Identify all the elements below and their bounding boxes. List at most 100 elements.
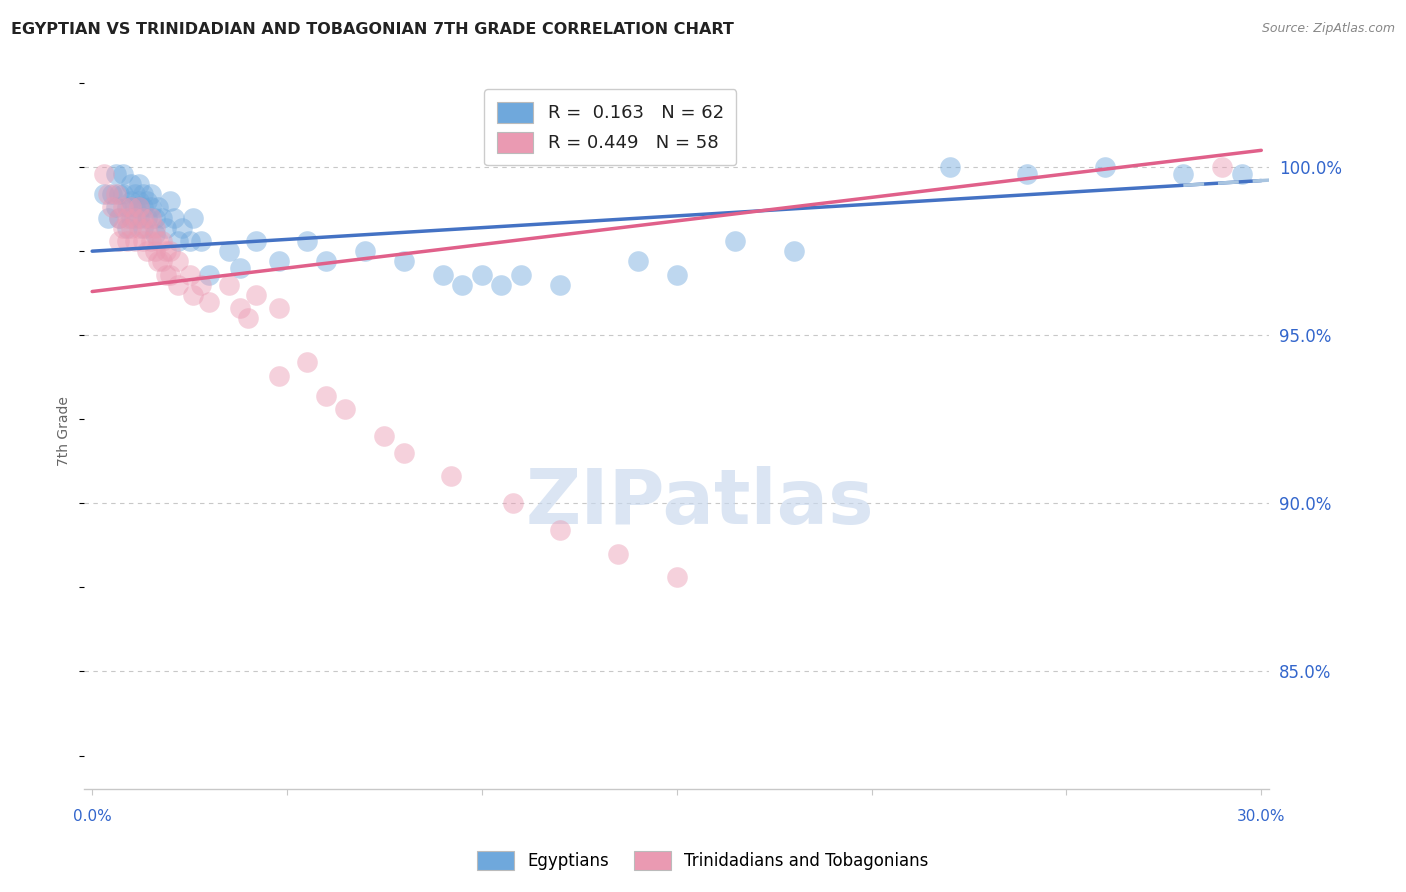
Point <box>128 177 150 191</box>
Point <box>183 211 205 225</box>
Point <box>128 201 150 215</box>
Legend: R =  0.163   N = 62, R = 0.449   N = 58: R = 0.163 N = 62, R = 0.449 N = 58 <box>484 89 737 165</box>
Point <box>159 268 181 282</box>
Point <box>183 288 205 302</box>
Point <box>104 201 127 215</box>
Point <box>115 201 138 215</box>
Point <box>782 244 804 259</box>
Point <box>245 234 267 248</box>
Point <box>104 187 127 202</box>
Point <box>218 277 240 292</box>
Point <box>132 201 155 215</box>
Point <box>229 301 252 316</box>
Point <box>295 355 318 369</box>
Point <box>724 234 747 248</box>
Point <box>1211 160 1233 174</box>
Point <box>120 177 142 191</box>
Point <box>139 187 162 202</box>
Text: ZIPatlas: ZIPatlas <box>526 466 875 540</box>
Point <box>135 220 157 235</box>
Point <box>392 446 415 460</box>
Point <box>354 244 377 259</box>
Point <box>451 277 474 292</box>
Legend: Egyptians, Trinidadians and Tobagonians: Egyptians, Trinidadians and Tobagonians <box>471 844 935 877</box>
Point <box>170 220 193 235</box>
Point <box>139 234 162 248</box>
Point <box>93 187 115 202</box>
Point <box>124 234 146 248</box>
Point <box>148 234 170 248</box>
Point <box>159 194 181 208</box>
Point <box>115 220 138 235</box>
Point <box>295 234 318 248</box>
Point <box>100 201 122 215</box>
Point <box>124 201 146 215</box>
Point <box>143 244 166 259</box>
Point <box>1230 167 1253 181</box>
Y-axis label: 7th Grade: 7th Grade <box>58 396 72 466</box>
Point <box>665 268 688 282</box>
Point <box>124 211 146 225</box>
Point <box>1173 167 1195 181</box>
Point <box>108 234 131 248</box>
Point <box>167 277 190 292</box>
Point <box>665 570 688 584</box>
Point <box>548 523 571 537</box>
Point <box>229 260 252 275</box>
Point <box>115 234 138 248</box>
Point <box>190 234 212 248</box>
Point <box>315 254 337 268</box>
Point <box>179 234 201 248</box>
Point <box>148 201 170 215</box>
Point <box>150 211 173 225</box>
Point <box>120 194 142 208</box>
Point <box>93 167 115 181</box>
Point <box>112 201 135 215</box>
Point <box>128 211 150 225</box>
Point <box>1094 160 1116 174</box>
Point <box>198 294 221 309</box>
Point <box>112 167 135 181</box>
Point <box>502 496 524 510</box>
Point <box>373 429 395 443</box>
Point <box>150 234 173 248</box>
Point <box>97 211 120 225</box>
Point <box>269 368 291 383</box>
Point <box>548 277 571 292</box>
Text: Source: ZipAtlas.com: Source: ZipAtlas.com <box>1261 22 1395 36</box>
Point <box>128 220 150 235</box>
Point <box>167 234 190 248</box>
Point <box>132 234 155 248</box>
Point <box>120 220 142 235</box>
Point <box>1017 167 1039 181</box>
Point <box>167 254 190 268</box>
Point <box>108 211 131 225</box>
Point <box>108 211 131 225</box>
Point <box>135 211 157 225</box>
Point <box>315 389 337 403</box>
Point <box>128 194 150 208</box>
Point <box>440 469 463 483</box>
Point <box>236 311 259 326</box>
Point <box>143 227 166 242</box>
Point <box>335 402 357 417</box>
Point <box>139 211 162 225</box>
Text: 0.0%: 0.0% <box>73 809 111 824</box>
Point <box>179 268 201 282</box>
Point <box>115 211 138 225</box>
Point <box>627 254 650 268</box>
Point <box>607 547 630 561</box>
Point <box>509 268 531 282</box>
Point <box>139 201 162 215</box>
Point <box>120 211 142 225</box>
Point <box>135 244 157 259</box>
Point <box>938 160 960 174</box>
Point <box>112 187 135 202</box>
Point <box>108 187 131 202</box>
Point <box>245 288 267 302</box>
Point <box>269 254 291 268</box>
Point <box>218 244 240 259</box>
Text: EGYPTIAN VS TRINIDADIAN AND TOBAGONIAN 7TH GRADE CORRELATION CHART: EGYPTIAN VS TRINIDADIAN AND TOBAGONIAN 7… <box>11 22 734 37</box>
Point <box>143 220 166 235</box>
Point <box>163 211 186 225</box>
